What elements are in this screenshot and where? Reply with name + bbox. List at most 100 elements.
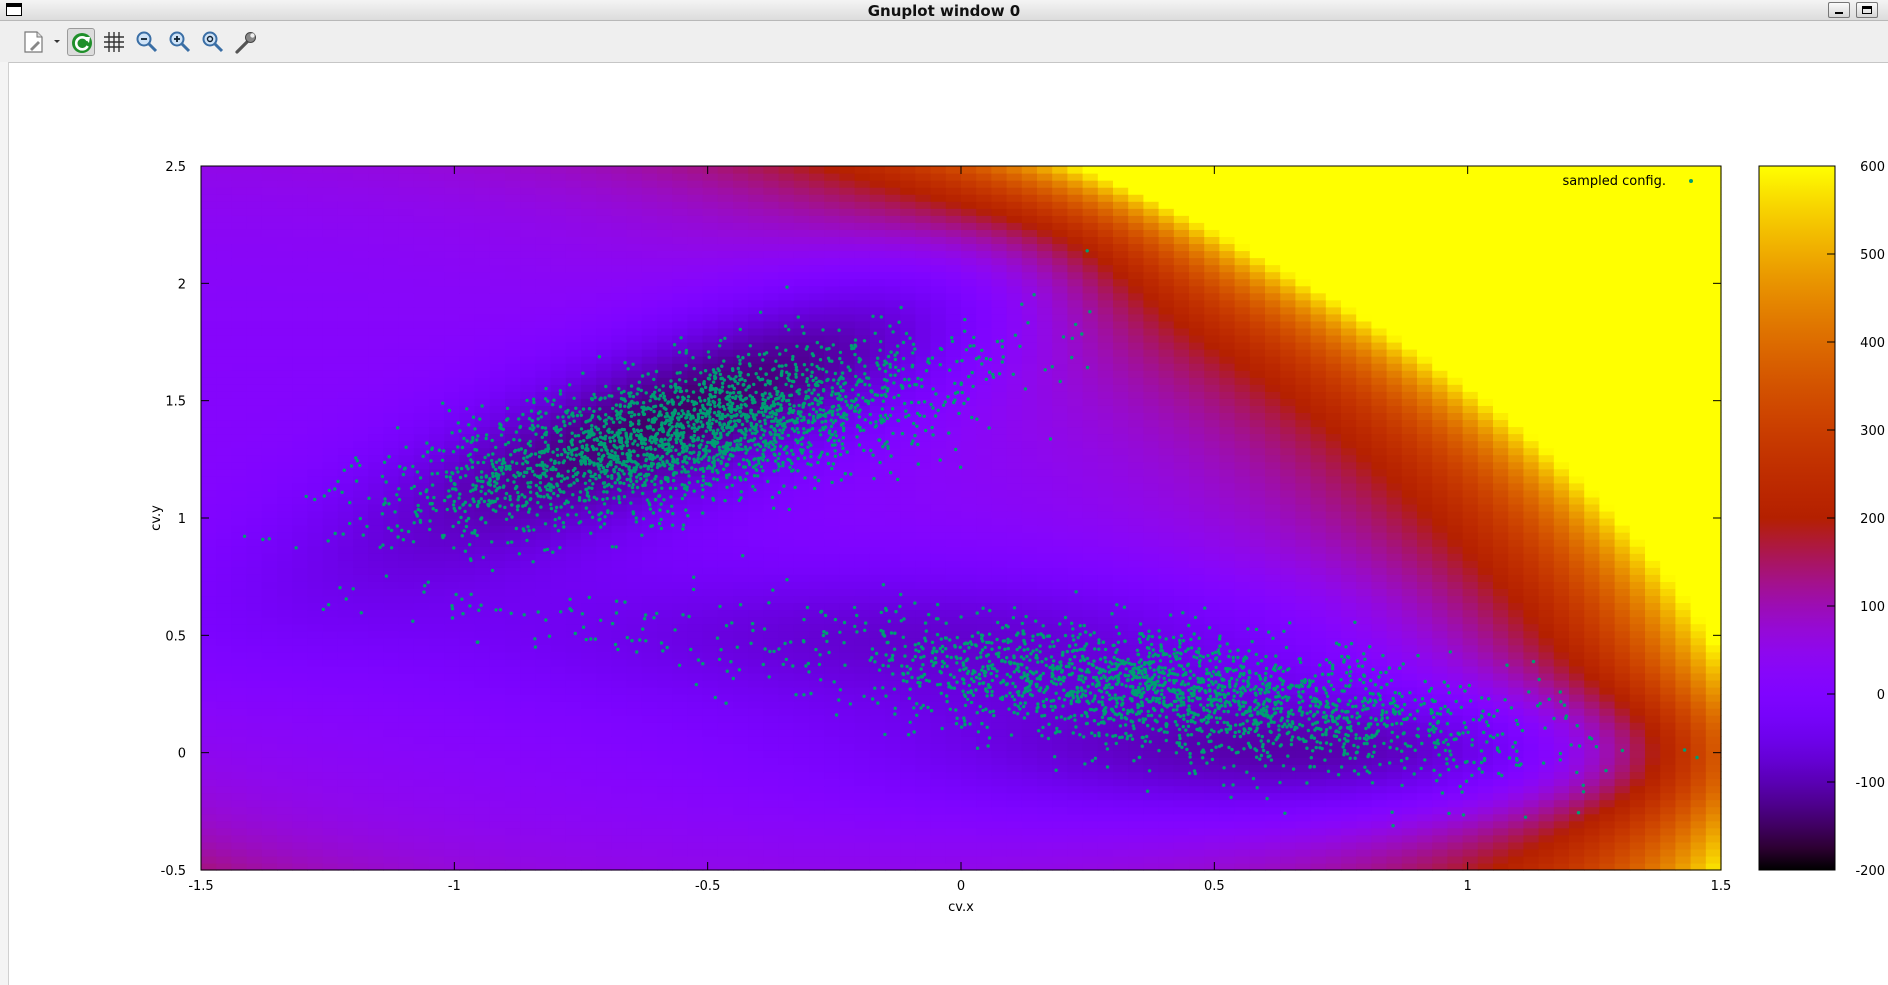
settings-wrench-icon[interactable] xyxy=(232,28,260,56)
heatmap-cell xyxy=(809,771,825,780)
heatmap-cell xyxy=(1143,715,1160,723)
heatmap-cell xyxy=(854,848,871,857)
heatmap-cell xyxy=(854,701,871,709)
heatmap-cell xyxy=(1219,630,1236,639)
heatmap-cell xyxy=(444,672,460,681)
heatmap-cell xyxy=(505,862,521,871)
export-icon[interactable] xyxy=(20,28,60,56)
heatmap-cell xyxy=(748,616,764,625)
zoom-out-icon[interactable] xyxy=(133,28,161,56)
maximize-button[interactable] xyxy=(1856,2,1878,18)
heatmap-cell xyxy=(733,651,749,660)
heatmap-cell xyxy=(1249,672,1266,681)
heatmap-cell xyxy=(429,764,445,773)
heatmap-cell xyxy=(1052,778,1068,787)
heatmap-cell xyxy=(322,581,339,589)
heatmap-cell xyxy=(1432,694,1448,702)
heatmap-cell xyxy=(1295,757,1312,765)
heatmap-cell xyxy=(1553,834,1570,843)
heatmap-cell xyxy=(1265,658,1281,667)
heatmap-cell xyxy=(1128,771,1144,780)
heatmap-cell xyxy=(961,630,977,639)
heatmap-cell xyxy=(1325,750,1342,758)
heatmap-cell xyxy=(641,644,658,653)
heatmap-cell xyxy=(489,694,506,702)
heatmap-cell xyxy=(1113,553,1129,561)
heatmap-cell xyxy=(854,623,871,632)
heatmap-cell xyxy=(1599,778,1616,787)
heatmap-cell xyxy=(930,553,947,561)
heatmap-cell xyxy=(869,736,886,744)
heatmap-cell xyxy=(1143,841,1160,850)
heatmap-cell xyxy=(1280,644,1296,653)
heatmap-cell xyxy=(1356,595,1372,604)
heatmap-cell xyxy=(1417,750,1433,758)
heatmap-cell xyxy=(824,743,840,751)
grid-icon[interactable] xyxy=(100,28,128,56)
heatmap-cell xyxy=(1113,665,1129,674)
heatmap-cell xyxy=(1523,525,1540,533)
heatmap-cell xyxy=(1705,609,1722,618)
heatmap-cell xyxy=(991,518,1008,526)
heatmap-cell xyxy=(550,813,567,822)
heatmap-cell xyxy=(672,736,688,744)
heatmap-cell xyxy=(930,764,947,773)
window-menu-icon[interactable] xyxy=(6,3,22,16)
heatmap-cell xyxy=(1173,715,1190,723)
heatmap-cell xyxy=(1386,848,1403,857)
heatmap-cell xyxy=(489,701,506,709)
replot-icon[interactable] xyxy=(67,28,95,56)
minimize-button[interactable] xyxy=(1828,2,1850,18)
heatmap-cell xyxy=(1037,602,1053,611)
heatmap-cell xyxy=(1401,637,1418,646)
heatmap-cell xyxy=(1325,679,1342,688)
heatmap-cell xyxy=(216,574,232,582)
heatmap-cell xyxy=(991,708,1008,716)
heatmap-cell xyxy=(1219,743,1236,751)
zoom-in-icon[interactable] xyxy=(166,28,194,56)
heatmap-cell xyxy=(763,651,780,660)
heatmap-cell xyxy=(1584,743,1600,751)
heatmap-cell xyxy=(641,665,658,674)
heatmap-cell xyxy=(1553,722,1570,730)
heatmap-cell xyxy=(1265,567,1281,575)
heatmap-cell xyxy=(1356,616,1372,625)
heatmap-cell xyxy=(1249,609,1266,618)
heatmap-cell xyxy=(869,567,886,575)
heatmap-cell xyxy=(1417,855,1433,864)
heatmap-cell xyxy=(763,637,780,646)
heatmap-cell xyxy=(915,616,932,625)
heatmap-cell xyxy=(535,848,552,857)
heatmap-cell xyxy=(277,588,293,597)
heatmap-cell xyxy=(1705,743,1722,751)
heatmap-cell xyxy=(1006,694,1023,702)
heatmap-cell xyxy=(1386,553,1403,561)
heatmap-cell xyxy=(1705,651,1722,660)
heatmap-cell xyxy=(702,672,719,681)
heatmap-cell xyxy=(1599,588,1616,597)
heatmap-cell xyxy=(1067,644,1084,653)
heatmap-cell xyxy=(961,834,977,843)
heatmap-cell xyxy=(581,701,597,709)
heatmap-cell xyxy=(1508,560,1524,568)
heatmap-cell xyxy=(520,722,536,730)
heatmap-cell xyxy=(337,820,354,829)
heatmap-cell xyxy=(1143,567,1160,575)
heatmap-cell xyxy=(231,722,248,730)
heatmap-cell xyxy=(581,750,597,758)
heatmap-cell xyxy=(261,827,278,836)
heatmap-cell xyxy=(1021,848,1038,857)
heatmap-cell xyxy=(1371,616,1388,625)
heatmap-cell xyxy=(1705,672,1722,681)
heatmap-cell xyxy=(413,637,430,646)
heatmap-cell xyxy=(1477,651,1494,660)
heatmap-cell xyxy=(1371,806,1388,815)
heatmap-cell xyxy=(413,841,430,850)
heatmap-cell xyxy=(702,560,719,568)
zoom-autoscale-icon[interactable] xyxy=(199,28,227,56)
heatmap-cell xyxy=(383,637,400,646)
heatmap-cell xyxy=(854,834,871,843)
heatmap-cell xyxy=(1006,764,1023,773)
heatmap-cell xyxy=(505,637,521,646)
